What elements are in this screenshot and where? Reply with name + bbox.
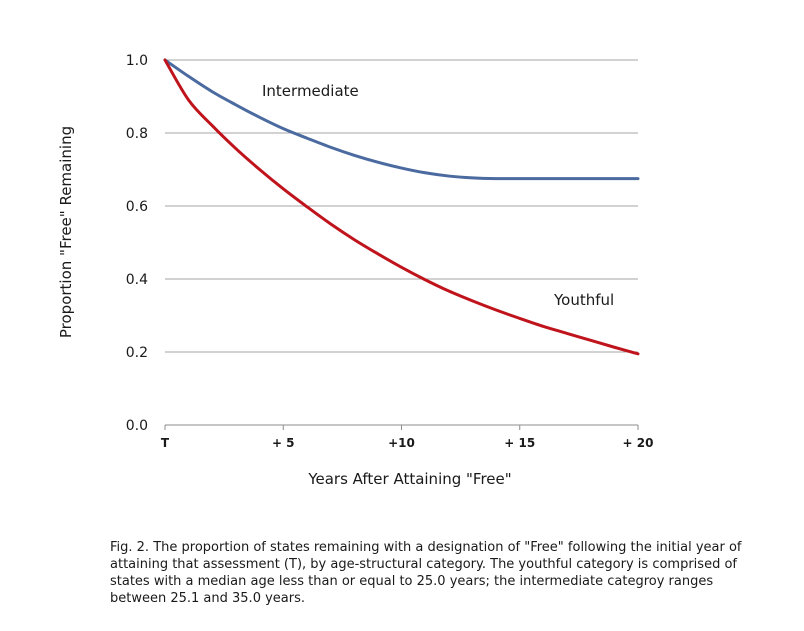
series-line-youthful: [163, 58, 640, 356]
x-axis-title: Years After Attaining "Free": [307, 470, 511, 488]
x-tick-marks: [164, 425, 639, 430]
x-tick-label: + 20: [623, 436, 654, 450]
y-tick-label: 0.0: [126, 418, 148, 434]
series-lines: [163, 58, 640, 356]
x-tick-labels: T + 5 +10 + 15 + 20: [161, 436, 654, 450]
y-tick-label: 1.0: [126, 53, 148, 69]
y-tick-labels: 0.0 0.2 0.4 0.6 0.8 1.0: [126, 53, 148, 434]
y-tick-label: 0.4: [126, 272, 148, 288]
x-tick-label: T: [161, 436, 170, 450]
x-tick-label: +10: [388, 436, 415, 450]
series-line-intermediate: [163, 58, 640, 181]
y-axis-title: Proportion "Free" Remaining: [57, 126, 75, 338]
caption-line: attaining that assessment (T), by age-st…: [110, 557, 737, 572]
y-tick-label: 0.2: [126, 345, 148, 361]
series-label-youthful: Youthful: [553, 291, 614, 309]
caption-line: between 25.1 and 35.0 years.: [110, 591, 305, 606]
gridlines: [165, 59, 638, 353]
series-label-intermediate: Intermediate: [262, 82, 359, 100]
figure-caption: Fig. 2. The proportion of states remaini…: [110, 539, 770, 607]
x-tick-label: + 15: [504, 436, 535, 450]
y-tick-label: 0.8: [126, 126, 148, 142]
y-tick-label: 0.6: [126, 199, 148, 215]
caption-line: Fig. 2. The proportion of states remaini…: [110, 540, 742, 555]
x-tick-label: + 5: [272, 436, 295, 450]
caption-line: states with a median age less than or eq…: [110, 574, 714, 589]
